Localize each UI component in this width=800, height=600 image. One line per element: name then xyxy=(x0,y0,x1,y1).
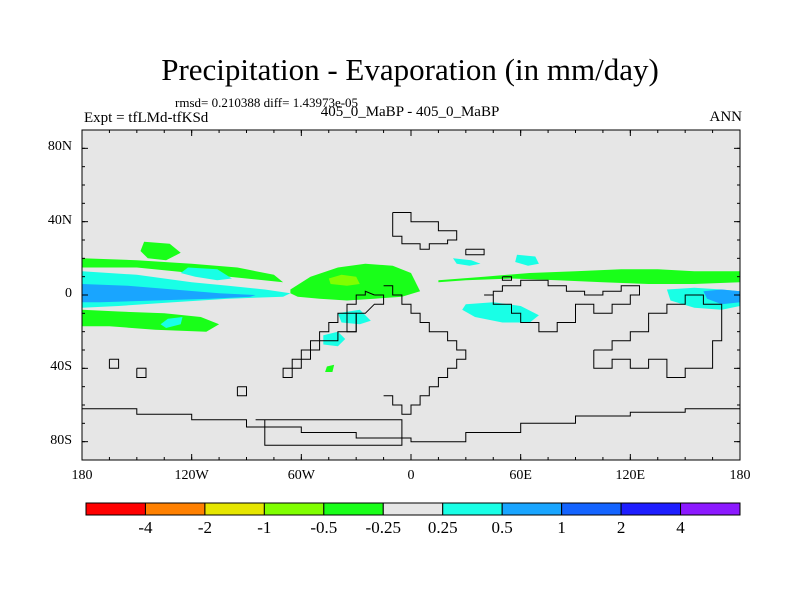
chart-title: Precipitation - Evaporation (in mm/day) xyxy=(161,52,659,87)
period-label: 405_0_MaBP - 405_0_MaBP xyxy=(320,104,500,120)
axis-ticks xyxy=(81,130,741,460)
coastline-asia-east xyxy=(484,279,640,333)
contour-regions xyxy=(82,241,740,372)
region-north-pacific-green xyxy=(140,241,181,261)
coastline-ross-embayment xyxy=(255,419,403,446)
coastline-australia-block xyxy=(593,294,723,378)
coastline-south-islands-3 xyxy=(236,386,247,397)
colorbar-level-label: -2 xyxy=(197,518,212,537)
y-tick-label: 40S xyxy=(50,359,72,375)
x-tick-label: 120W xyxy=(174,468,209,483)
region-arabian-cyan xyxy=(453,258,481,266)
region-indian-ocean-cyan xyxy=(462,302,539,323)
colorbar xyxy=(85,502,741,516)
colorbar-level-label: 4 xyxy=(676,518,685,537)
colorbar-level-label: 0.25 xyxy=(427,518,458,537)
coastline-north-block xyxy=(392,212,458,250)
region-south-america-green xyxy=(325,364,335,372)
region-central-pacific-cyan xyxy=(160,317,183,328)
colorbar-level-label: -1 xyxy=(257,518,272,537)
colorbar-level-label: 1 xyxy=(557,518,566,537)
coastline-antarctica xyxy=(82,408,740,443)
region-indian-ocean-green xyxy=(438,269,740,284)
region-pacific-tropical-core xyxy=(82,284,256,303)
y-tick-label: 80S xyxy=(50,432,72,448)
colorbar-swatch xyxy=(85,502,146,516)
x-tick-label: 60W xyxy=(287,468,315,483)
colorbar-swatch xyxy=(561,502,622,516)
colorbar-swatch xyxy=(144,502,206,516)
region-south-pacific-green xyxy=(82,309,220,332)
region-west-pacific-core xyxy=(703,289,740,305)
y-tick-label: 80N xyxy=(47,139,72,155)
colorbar-level-label: 0.5 xyxy=(491,518,513,537)
y-tick-label: 0 xyxy=(65,286,72,301)
coastline-north-islands xyxy=(501,276,512,281)
x-tick-label: 180 xyxy=(729,468,751,483)
stats-line: rmsd= 0.210388 diff= 1.43973e-05 xyxy=(175,95,359,110)
experiment-label: Expt = tfLMd-tfKSd xyxy=(84,110,209,126)
coastline-south-islands-2 xyxy=(136,367,147,378)
y-tick-label: 40N xyxy=(47,212,72,228)
x-tick-label: 60E xyxy=(509,468,532,483)
colorbar-level-label: -0.25 xyxy=(365,518,401,537)
colorbar-swatch xyxy=(204,502,265,516)
colorbar-swatch xyxy=(442,502,503,516)
colorbar-level-label: 2 xyxy=(616,518,626,537)
x-tick-label: 0 xyxy=(407,468,415,483)
region-atlantic-africa-yellow xyxy=(328,274,360,286)
coastline-south-islands-1 xyxy=(108,358,120,369)
coastline-north-inlet xyxy=(465,248,485,256)
region-pacific-itcz-green xyxy=(82,258,284,283)
x-tick-label: 120E xyxy=(615,468,646,483)
colorbar-swatch xyxy=(382,502,444,516)
colorbar-swatch xyxy=(680,502,741,516)
colorbar-swatch xyxy=(263,502,325,516)
colorbar-level-label: -0.5 xyxy=(310,518,338,537)
colorbar-swatch xyxy=(501,502,563,516)
coastline-africa xyxy=(383,285,467,415)
colorbar-level-label: -4 xyxy=(138,518,153,537)
x-tick-label: 180 xyxy=(71,468,93,483)
colorbar-swatch xyxy=(323,502,384,516)
region-north-pacific-cyan xyxy=(180,267,232,281)
coastline-madagascar-like xyxy=(346,312,357,333)
season-label: ANN xyxy=(709,109,743,125)
region-india-cyan xyxy=(515,254,539,266)
region-south-atlantic-cyan xyxy=(323,331,346,347)
coastlines xyxy=(82,212,740,446)
colorbar-swatch xyxy=(620,502,682,516)
